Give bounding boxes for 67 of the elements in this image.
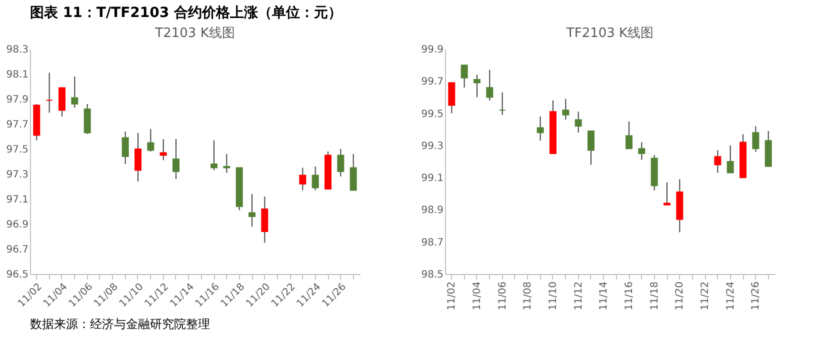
candlestick	[574, 111, 582, 134]
y-tick-label: 98.7	[421, 237, 444, 248]
y-tick-label: 99.3	[421, 140, 444, 152]
x-tick-label: 11/10	[548, 282, 559, 310]
y-tick-label: 98.9	[421, 205, 444, 216]
y-tick-label: 98.5	[421, 270, 444, 280]
x-tick-label: 11/04	[472, 282, 483, 310]
candlestick	[498, 92, 506, 116]
y-tick-label: 99.5	[421, 108, 444, 120]
y-tick-label: 99.1	[421, 173, 444, 184]
x-tick-label: 11/18	[649, 282, 660, 310]
x-tick-label: 11/16	[624, 282, 635, 310]
y-tick-label: 98.1	[6, 70, 28, 80]
x-tick-label: 11/20	[674, 282, 686, 310]
chart-title: T2103 K线图	[154, 26, 235, 41]
x-tick-label: 11/22	[700, 282, 712, 310]
text: 图表 11：T/TF2103 合约价格上涨（单位：元）	[30, 5, 342, 21]
y-tick-label: 97.3	[6, 170, 28, 180]
y-tick-label: 97.1	[6, 194, 28, 206]
candlestick	[160, 138, 167, 161]
candlestick	[486, 69, 494, 101]
source-note: 数据来源：经济与金融研究院整理	[30, 317, 210, 331]
y-tick-label: 96.9	[6, 220, 28, 230]
candlestick	[46, 72, 53, 114]
y-tick-label: 97.7	[6, 120, 28, 130]
candlestick	[562, 98, 570, 120]
x-tick-label: 11/26	[750, 282, 762, 310]
candlestick	[134, 132, 142, 182]
candlestick	[714, 150, 722, 174]
candlestick	[726, 144, 734, 174]
candlestick	[752, 126, 760, 152]
candlestick	[350, 154, 357, 191]
candlestick	[122, 131, 129, 164]
y-tick-label: 99.9	[421, 44, 444, 56]
chart-title: TF2103 K线图	[565, 26, 654, 41]
x-tick-label: 11/06	[497, 282, 508, 310]
candlestick	[71, 76, 78, 108]
candlestick	[312, 166, 319, 191]
y-tick-label: 97.5	[6, 144, 28, 156]
x-tick-label: 11/08	[522, 282, 534, 310]
candlestick	[147, 128, 154, 152]
candlestick	[664, 182, 671, 206]
candlestick	[536, 116, 544, 142]
candlestick	[588, 130, 594, 166]
candlestick	[210, 140, 218, 171]
y-tick-label: 99.7	[421, 76, 444, 88]
candlestick	[261, 196, 268, 244]
y-tick-label: 96.5	[6, 270, 28, 280]
y-tick-label: 96.7	[6, 244, 28, 256]
x-tick-label: 11/12	[573, 282, 584, 310]
candlestick	[58, 87, 66, 117]
candlestick	[337, 148, 344, 177]
x-tick-label: 11/14	[598, 282, 610, 310]
candlestick	[299, 167, 306, 191]
candlestick	[448, 82, 456, 114]
y-tick-label: 98.3	[6, 44, 28, 56]
candlestick	[172, 138, 180, 180]
candlestick	[248, 194, 256, 227]
candlestick	[84, 104, 91, 134]
candlestick	[626, 120, 632, 150]
x-tick-label: 11/24	[725, 282, 736, 310]
candlestick	[638, 142, 646, 160]
x-tick-label: 11/02	[446, 282, 458, 310]
candlestick	[223, 154, 230, 174]
candlestick	[473, 74, 480, 98]
candlestick	[460, 64, 468, 88]
y-tick-label: 97.9	[6, 94, 28, 106]
